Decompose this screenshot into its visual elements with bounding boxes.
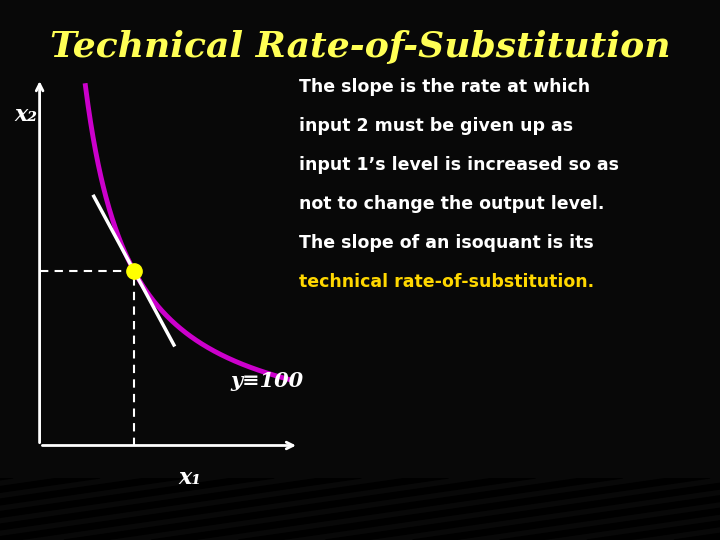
Polygon shape (674, 478, 720, 540)
Polygon shape (587, 478, 720, 540)
Polygon shape (0, 478, 13, 540)
Polygon shape (0, 478, 361, 540)
Text: x₁: x₁ (179, 467, 202, 489)
Text: Technical Rate-of-Substitution: Technical Rate-of-Substitution (50, 30, 670, 64)
Polygon shape (0, 478, 274, 540)
Text: input 1’s level is increased so as: input 1’s level is increased so as (299, 156, 618, 174)
Text: not to change the output level.: not to change the output level. (299, 195, 604, 213)
Polygon shape (0, 478, 100, 540)
Polygon shape (500, 478, 720, 540)
Text: input 2 must be given up as: input 2 must be given up as (299, 117, 573, 135)
Polygon shape (413, 478, 720, 540)
Text: The slope is the rate at which: The slope is the rate at which (299, 78, 590, 96)
Text: The slope of an isoquant is its: The slope of an isoquant is its (299, 234, 593, 252)
Polygon shape (0, 478, 449, 540)
Polygon shape (238, 478, 710, 540)
Polygon shape (151, 478, 623, 540)
Text: technical rate-of-substitution.: technical rate-of-substitution. (299, 273, 594, 291)
Polygon shape (64, 478, 536, 540)
Text: x₂: x₂ (14, 104, 37, 126)
Polygon shape (325, 478, 720, 540)
Text: y≡100: y≡100 (230, 371, 304, 391)
Polygon shape (0, 478, 187, 540)
